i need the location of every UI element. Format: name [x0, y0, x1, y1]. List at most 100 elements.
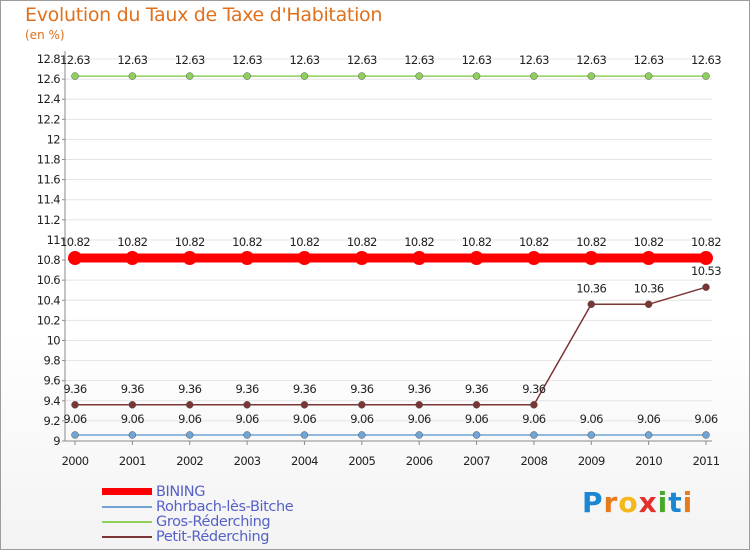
data-point [358, 72, 366, 80]
x-tick-label: 2010 [635, 454, 662, 468]
data-label: 10.82 [232, 235, 262, 249]
data-label: 9.06 [350, 412, 373, 426]
data-label: 9.06 [465, 412, 488, 426]
data-point [587, 431, 596, 439]
data-label: 9.36 [408, 382, 431, 396]
data-label: 9.36 [522, 382, 545, 396]
legend-swatch-bining [102, 488, 152, 495]
x-tick-label: 2001 [119, 454, 146, 468]
x-tick-label: 2003 [234, 454, 261, 468]
y-tick-label: 9.4 [44, 394, 61, 408]
y-tick-label: 11.8 [37, 153, 60, 167]
data-point [584, 251, 599, 266]
data-label: 10.82 [289, 235, 319, 249]
legend-swatch-petit-rederching [102, 535, 152, 538]
data-point [128, 431, 137, 439]
data-label: 12.63 [462, 53, 492, 67]
legend-item-bining: BINING [102, 484, 293, 500]
data-point [526, 251, 541, 266]
x-tick-label: 2007 [463, 454, 490, 468]
y-tick-label: 10 [47, 333, 61, 347]
x-tick-label: 2002 [176, 454, 203, 468]
y-tick-label: 10.2 [37, 313, 60, 327]
y-tick-label: 9.2 [44, 414, 61, 428]
data-label: 12.63 [634, 53, 664, 67]
data-label: 9.06 [235, 412, 258, 426]
y-tick-label: 11.4 [37, 193, 60, 207]
legend: BINING Rohrbach-lès-Bitche Gros-Réderchi… [102, 484, 294, 545]
data-point [71, 431, 79, 439]
data-label: 12.63 [347, 53, 377, 67]
logo-letter: i [657, 486, 669, 519]
data-point [182, 251, 197, 266]
data-label: 9.36 [178, 382, 201, 396]
data-point [702, 72, 710, 80]
data-point [641, 251, 656, 266]
data-point [530, 72, 538, 80]
y-tick-label: 10.6 [37, 273, 60, 287]
data-label: 12.63 [404, 53, 434, 67]
data-label: 9.06 [63, 412, 86, 426]
y-tick-label: 12.8 [37, 52, 60, 66]
legend-swatch-gros-rederching [102, 520, 152, 523]
data-label: 12.63 [175, 53, 205, 67]
data-label: 12.63 [519, 53, 549, 67]
data-point [644, 72, 653, 80]
data-label: 9.06 [293, 412, 316, 426]
logo-letter: i [682, 486, 694, 519]
data-point [354, 251, 369, 266]
y-unit-label: (en %) [25, 28, 65, 42]
data-point [240, 251, 255, 266]
data-label: 10.82 [175, 235, 205, 249]
data-label: 9.06 [580, 412, 603, 426]
data-point [699, 251, 713, 266]
chart-title: Evolution du Taux de Taxe d'Habitation [25, 4, 383, 26]
data-point [300, 72, 309, 80]
data-point [644, 431, 653, 439]
x-tick-label: 2008 [520, 454, 547, 468]
data-label: 10.82 [634, 235, 664, 249]
logo-letter: r [603, 486, 619, 519]
y-tick-label: 11.2 [37, 213, 60, 227]
data-label: 9.06 [522, 412, 545, 426]
data-label: 12.63 [289, 53, 319, 67]
data-point [412, 251, 427, 266]
legend-item-petit-rederching: Petit-Réderching [102, 529, 293, 545]
data-point [185, 401, 194, 409]
series-line [75, 286, 707, 406]
data-point [415, 431, 423, 439]
data-label: 12.63 [117, 53, 147, 67]
x-tick-label: 2011 [693, 454, 720, 468]
legend-label: Gros-Réderching [156, 513, 271, 530]
data-label: 9.06 [637, 412, 660, 426]
data-label: 9.36 [293, 382, 316, 396]
data-point [243, 401, 251, 409]
data-point [587, 72, 596, 80]
data-label: 10.36 [576, 281, 606, 295]
data-point [702, 283, 710, 291]
data-label: 10.82 [576, 235, 606, 249]
data-point [358, 431, 366, 439]
y-tick-label: 12.2 [37, 112, 60, 126]
x-tick-label: 2005 [348, 454, 375, 468]
data-point [125, 251, 140, 266]
data-label: 10.36 [634, 281, 664, 295]
data-point [472, 401, 481, 409]
y-tick-label: 12.4 [37, 92, 60, 106]
data-point [587, 300, 596, 309]
data-label: 9.36 [63, 382, 86, 396]
logo-letter: P [582, 486, 604, 519]
x-tick-label: 2009 [578, 454, 605, 468]
data-label: 10.53 [691, 264, 721, 278]
y-tick-label: 11.6 [37, 173, 60, 187]
y-tick-label: 9 [53, 434, 60, 448]
data-point [472, 431, 481, 439]
data-point [415, 72, 423, 80]
data-label: 9.36 [235, 382, 258, 396]
data-point [71, 72, 79, 80]
y-tick-label: 11 [47, 233, 61, 247]
x-tick-label: 2000 [62, 454, 89, 468]
data-point [530, 401, 538, 409]
data-label: 10.82 [519, 235, 549, 249]
data-label: 9.06 [178, 412, 201, 426]
